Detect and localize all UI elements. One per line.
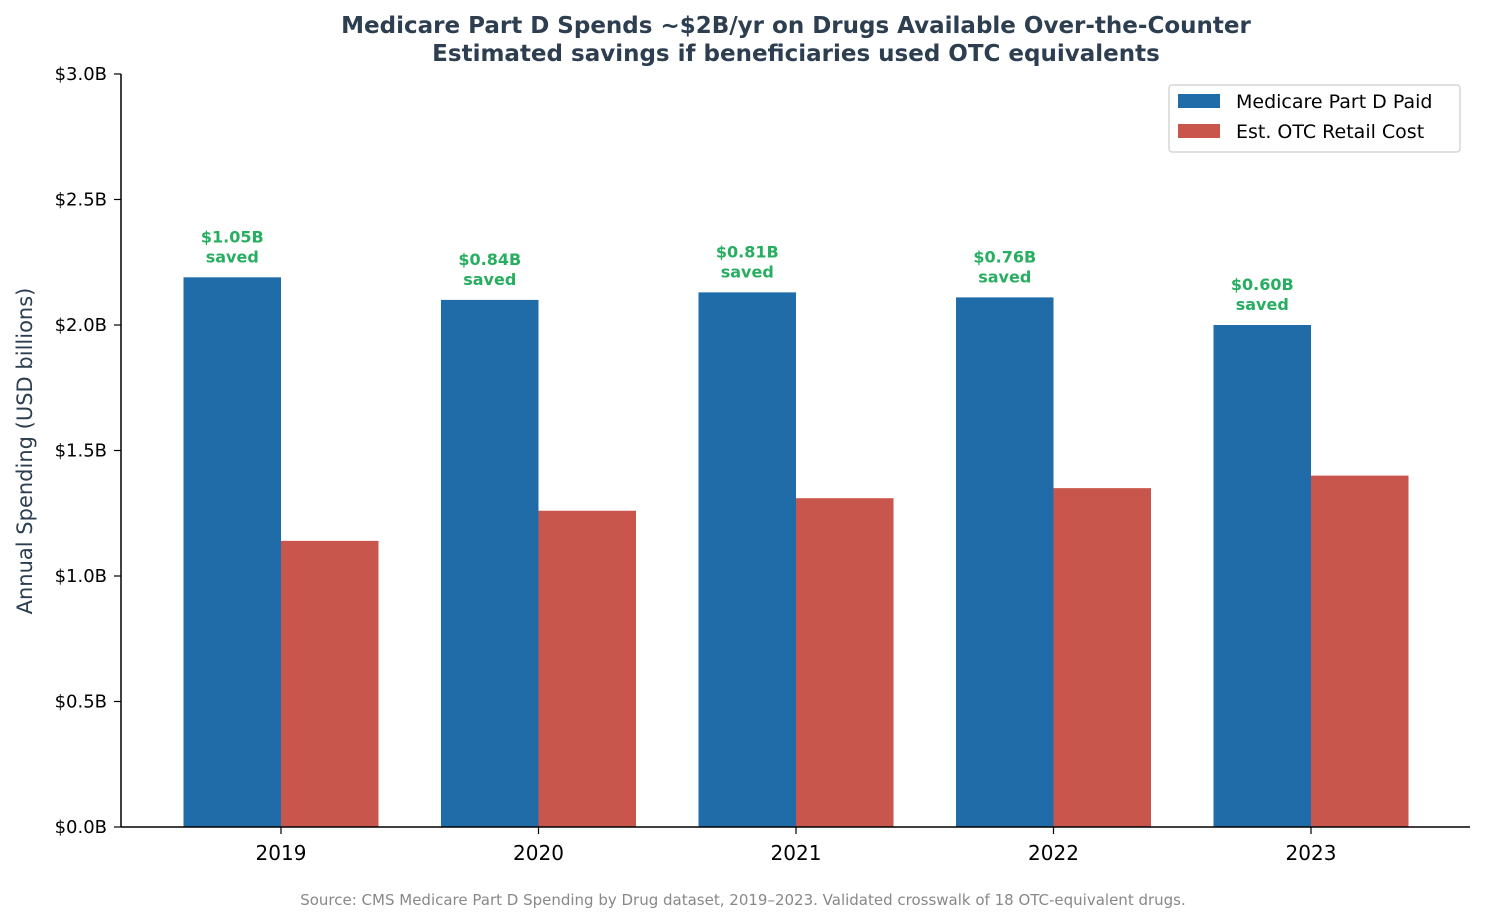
chart-title: Medicare Part D Spends ~$2B/yr on Drugs … (341, 13, 1251, 39)
x-tick-label: 2019 (256, 841, 307, 865)
y-tick-label: $3.0B (55, 64, 107, 85)
bar-medicare-2023 (1213, 325, 1311, 827)
bar-medicare-2020 (441, 299, 539, 827)
savings-amount-label: $0.76B (973, 247, 1036, 266)
savings-amount-label: $0.60B (1231, 275, 1294, 294)
savings-saved-label: saved (463, 270, 516, 289)
bar-otc-2021 (796, 498, 894, 827)
y-tick-label: $0.5B (55, 692, 107, 713)
chart-subtitle: Estimated savings if beneficiaries used … (432, 41, 1160, 67)
y-tick-label: $2.5B (55, 190, 107, 211)
legend-swatch-medicare (1178, 94, 1220, 108)
bar-medicare-2019 (183, 277, 281, 827)
savings-saved-label: saved (721, 262, 774, 281)
legend-box (1168, 84, 1461, 153)
bar-otc-2023 (1311, 475, 1409, 827)
y-tick-label: $1.5B (55, 441, 107, 462)
y-tick-label: $2.0B (55, 315, 107, 336)
source-note: Source: CMS Medicare Part D Spending by … (300, 891, 1186, 909)
savings-amount-label: $1.05B (201, 227, 264, 246)
savings-amount-label: $0.84B (458, 250, 521, 269)
legend: Medicare Part D Paid Est. OTC Retail Cos… (1168, 84, 1461, 153)
y-axis: $0.0B $0.5B $1.0B $1.5B $2.0B $2.5B $3.0B (55, 64, 121, 838)
legend-swatch-otc (1178, 124, 1220, 138)
bar-medicare-2021 (698, 292, 796, 827)
bar-otc-2022 (1053, 488, 1151, 827)
bar-otc-2020 (538, 510, 636, 827)
savings-amount-label: $0.81B (716, 242, 779, 261)
bar-medicare-2022 (956, 297, 1054, 827)
x-tick-label: 2022 (1028, 841, 1079, 865)
savings-saved-label: saved (1236, 295, 1289, 314)
savings-saved-label: saved (978, 267, 1031, 286)
savings-saved-label: saved (206, 247, 259, 266)
legend-label-medicare: Medicare Part D Paid (1236, 91, 1432, 113)
bar-otc-2019 (281, 540, 379, 827)
x-axis: 2019 2020 2021 2022 2023 (256, 827, 1337, 865)
x-tick-label: 2023 (1286, 841, 1337, 865)
y-tick-label: $0.0B (55, 817, 107, 838)
bars (183, 277, 1409, 827)
y-axis-label: Annual Spending (USD billions) (13, 288, 37, 615)
x-tick-label: 2020 (513, 841, 564, 865)
legend-label-otc: Est. OTC Retail Cost (1236, 121, 1424, 143)
x-tick-label: 2021 (771, 841, 822, 865)
y-tick-label: $1.0B (55, 566, 107, 587)
